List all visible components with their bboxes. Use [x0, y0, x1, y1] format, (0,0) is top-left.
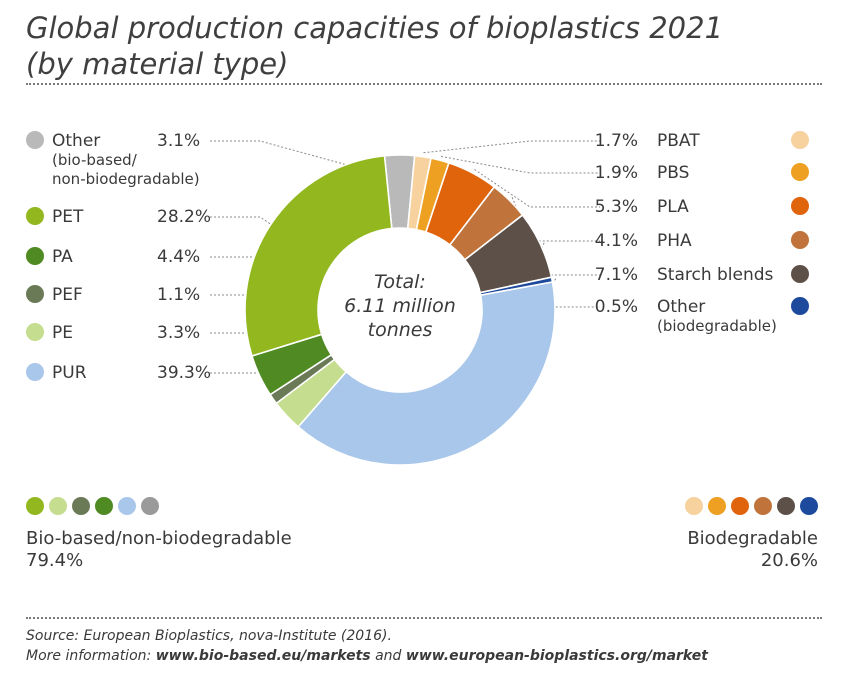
- legend-label-pha: PHA: [657, 231, 692, 251]
- legend-label-pbat: PBAT: [657, 131, 700, 151]
- title-line-2: (by material type): [26, 47, 289, 81]
- group-dot-0-1: [49, 497, 67, 515]
- legend-dot-pla: [791, 197, 809, 215]
- pct-label-pef: 1.1%: [157, 285, 200, 305]
- pct-label-pbat: 1.7%: [595, 131, 638, 151]
- biodegradable-group-name: Biodegradable: [687, 528, 818, 549]
- footer-and: and: [370, 648, 406, 664]
- leader-pbs: [440, 155, 600, 174]
- legend-label-pef: PEF: [52, 285, 83, 305]
- legend-sublabel-other-biodegradable-0: (biodegradable): [657, 317, 777, 335]
- legend-dot-pur: [26, 363, 44, 381]
- legend-label-other-biodegradable: Other: [657, 297, 705, 317]
- biodegradable-group-value: 20.6%: [760, 550, 818, 571]
- leader-pla: [474, 169, 600, 208]
- pct-label-pa: 4.4%: [157, 247, 200, 267]
- donut-chart: Other(bio-based/non-biodegradable)3.1% 1.…: [26, 131, 809, 466]
- center-label-line-1: 6.11 million: [344, 295, 456, 317]
- title-line-1: Global production capacities of bioplast…: [26, 11, 724, 45]
- pct-label-pe: 3.3%: [157, 323, 200, 343]
- chart-title: Global production capacities of bioplast…: [26, 10, 723, 82]
- leader-pbat: [423, 140, 600, 154]
- top-divider: [26, 83, 822, 85]
- legend-dot-pef: [26, 285, 44, 303]
- pct-label-starch-blends: 7.1%: [595, 265, 638, 285]
- legend-dot-other-bio-based-non-biodegradable: [26, 131, 44, 149]
- legend-label-pe: PE: [52, 323, 73, 343]
- leader-other-bio-based-non-biodegradable: [210, 140, 400, 180]
- group-dot-1-3: [754, 497, 772, 515]
- group-dot-1-4: [777, 497, 795, 515]
- bio-based-color-dots: [26, 497, 159, 515]
- pct-label-pha: 4.1%: [595, 231, 638, 251]
- leader-starch-blends: [529, 242, 600, 276]
- pct-label-pet: 28.2%: [157, 207, 211, 227]
- legend-sublabel-other-bio-based-non-biodegradable-1: non-biodegradable): [52, 170, 200, 188]
- legend-label-other-bio-based-non-biodegradable: Other: [52, 131, 100, 151]
- footer-link-bio-based[interactable]: www.bio-based.eu/markets: [155, 648, 371, 664]
- biodegradable-group-label: Biodegradable 20.6%: [687, 528, 818, 572]
- slice-pet: [244, 154, 393, 357]
- pct-label-other-biodegradable: 0.5%: [595, 297, 638, 317]
- legend-label-pa: PA: [52, 247, 73, 267]
- slice-pur: [297, 281, 556, 466]
- leader-pet: [210, 216, 292, 239]
- legend-dot-pe: [26, 323, 44, 341]
- legend-label-pbs: PBS: [657, 163, 689, 183]
- legend-dot-pha: [791, 231, 809, 249]
- pct-label-other-bio-based-non-biodegradable: 3.1%: [157, 131, 200, 151]
- bottom-divider: [26, 617, 822, 619]
- footer: Source: European Bioplastics, nova-Insti…: [26, 626, 708, 666]
- biodegradable-color-dots: [685, 497, 818, 515]
- legend-dot-pbat: [791, 131, 809, 149]
- footer-more-prefix: More information:: [26, 648, 156, 664]
- bio-based-group-label: Bio-based/non-biodegradable 79.4%: [26, 528, 292, 572]
- legend: Other(bio-based/non-biodegradable)3.1% 1.…: [26, 131, 809, 383]
- legend-dot-pet: [26, 207, 44, 225]
- pct-label-pla: 5.3%: [595, 197, 638, 217]
- group-dot-0-3: [95, 497, 113, 515]
- bio-based-group-name: Bio-based/non-biodegradable: [26, 528, 292, 549]
- footer-source: Source: European Bioplastics, nova-Insti…: [26, 628, 392, 644]
- pct-label-pbs: 1.9%: [595, 163, 638, 183]
- donut-slices: [244, 154, 556, 466]
- pct-label-pur: 39.3%: [157, 363, 211, 383]
- center-label-line-2: tonnes: [368, 319, 433, 341]
- legend-label-pur: PUR: [52, 363, 87, 383]
- group-dot-1-1: [708, 497, 726, 515]
- footer-link-european-bioplastics[interactable]: www.european-bioplastics.org/market: [405, 648, 708, 664]
- legend-dot-other-biodegradable: [791, 297, 809, 315]
- legend-dot-starch-blends: [791, 265, 809, 283]
- group-dot-1-5: [800, 497, 818, 515]
- legend-sublabel-other-bio-based-non-biodegradable-0: (bio-based/: [52, 151, 138, 169]
- legend-label-pla: PLA: [657, 197, 689, 217]
- group-dot-1-2: [731, 497, 749, 515]
- center-label-line-0: Total:: [374, 271, 426, 293]
- group-dot-0-5: [141, 497, 159, 515]
- legend-dot-pa: [26, 247, 44, 265]
- group-dot-1-0: [685, 497, 703, 515]
- group-dot-0-2: [72, 497, 90, 515]
- leader-pha: [511, 197, 600, 242]
- bio-based-group-value: 79.4%: [26, 550, 84, 571]
- group-dot-0-0: [26, 497, 44, 515]
- legend-dot-pbs: [791, 163, 809, 181]
- legend-label-starch-blends: Starch blends: [657, 265, 774, 285]
- group-dot-0-4: [118, 497, 136, 515]
- legend-label-pet: PET: [52, 207, 84, 227]
